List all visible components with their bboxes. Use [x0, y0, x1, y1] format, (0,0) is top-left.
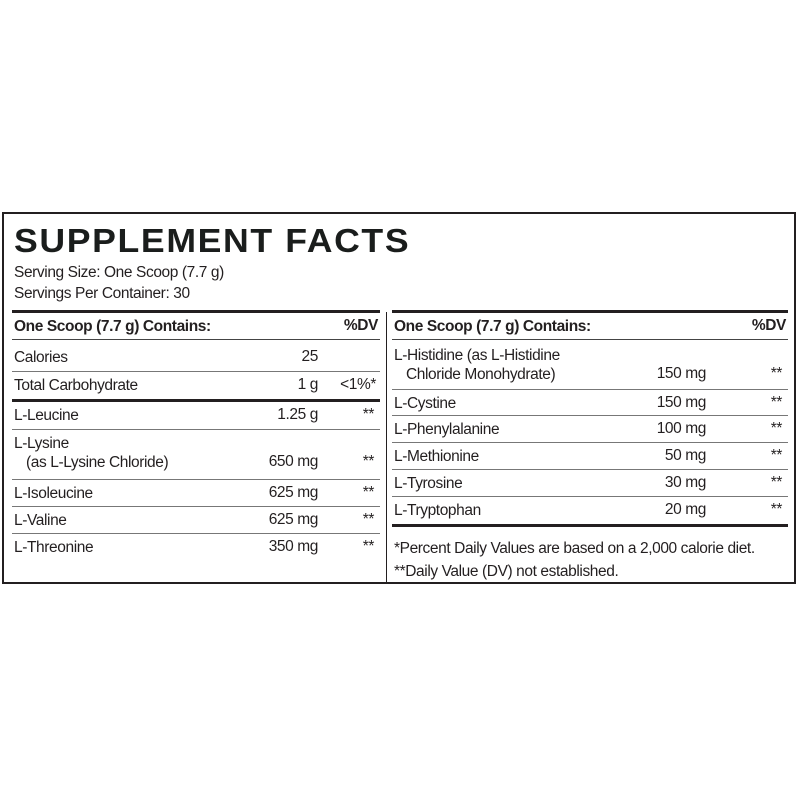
left-header: One Scoop (7.7 g) Contains: %DV: [12, 313, 380, 340]
nutrient-row: L-Histidine (as L-Histidine Chloride Mono…: [392, 342, 788, 390]
nutrient-row: L-Valine 625 mg **: [12, 507, 380, 534]
right-column: One Scoop (7.7 g) Contains: %DV L-Histid…: [392, 310, 788, 527]
nutrient-row: L-Phenylalanine 100 mg **: [392, 416, 788, 443]
footnote-daily-values: *Percent Daily Values are based on a 2,0…: [394, 540, 755, 557]
supplement-facts-panel: SUPPLEMENT FACTS Serving Size: One Scoop…: [2, 212, 796, 584]
nutrient-row: L-Tryptophan 20 mg **: [392, 497, 788, 527]
servings-per-container: Servings Per Container: 30: [14, 285, 190, 302]
column-divider: [386, 312, 387, 584]
left-column: One Scoop (7.7 g) Contains: %DV Calories…: [12, 310, 380, 561]
right-header: One Scoop (7.7 g) Contains: %DV: [392, 313, 788, 340]
nutrient-row: L-Isoleucine 625 mg **: [12, 480, 380, 507]
nutrient-row: L-Cystine 150 mg **: [392, 390, 788, 416]
nutrient-row: L-Methionine 50 mg **: [392, 443, 788, 470]
nutrient-row: L-Tyrosine 30 mg **: [392, 470, 788, 497]
nutrient-row: Total Carbohydrate 1 g <1%*: [12, 372, 380, 402]
nutrient-row: L-Lysine (as L-Lysine Chloride) 650 mg **: [12, 430, 380, 480]
nutrient-row: L-Leucine 1.25 g **: [12, 402, 380, 430]
panel-title: SUPPLEMENT FACTS: [14, 222, 411, 259]
serving-size: Serving Size: One Scoop (7.7 g): [14, 264, 224, 281]
nutrient-row: Calories 25: [12, 344, 380, 372]
footnote-dv-not-established: **Daily Value (DV) not established.: [394, 563, 619, 580]
nutrient-row: L-Threonine 350 mg **: [14, 538, 374, 556]
